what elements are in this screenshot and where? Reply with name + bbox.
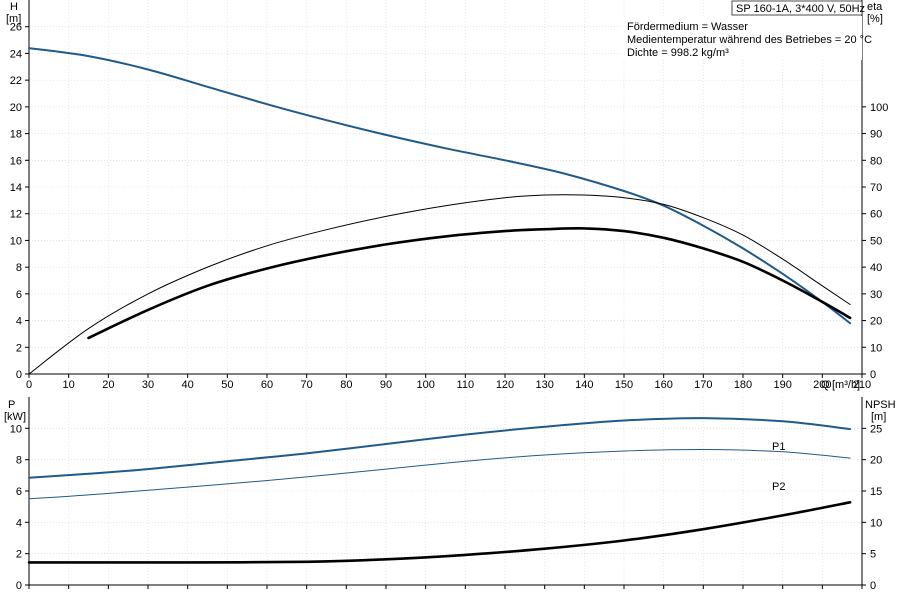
top-x-tick-label: 10 [63, 379, 75, 391]
top-right-tick-label: 60 [870, 209, 882, 221]
top-x-tick-label: 140 [575, 379, 593, 391]
top-left-tick-label: 6 [16, 289, 22, 301]
bottom-left-tick-label: 6 [16, 486, 22, 498]
top-left-tick-label: 4 [16, 316, 22, 328]
eta-axis-unit: [%] [867, 13, 883, 25]
top-x-tick-label: 210 [853, 379, 871, 391]
top-x-tick-label: 20 [102, 379, 114, 391]
chart-title: SP 160-1A, 3*400 V, 50Hz [736, 3, 865, 15]
npsh-axis-unit: [m] [871, 411, 886, 423]
top-x-tick-label: 90 [380, 379, 392, 391]
top-x-tick-label: 120 [496, 379, 514, 391]
top-panel-ticks: 0246810121416182022242601020304050607080… [10, 22, 889, 391]
top-left-tick-label: 16 [10, 155, 22, 167]
top-right-tick-label: 20 [870, 316, 882, 328]
top-left-tick-label: 20 [10, 102, 22, 114]
top-x-tick-label: 160 [654, 379, 672, 391]
top-right-tick-label: 90 [870, 129, 882, 141]
top-panel-series [28, 47, 852, 375]
top-x-tick-label: 180 [734, 379, 752, 391]
info-temperature: Medientemperatur während des Betriebes =… [627, 34, 872, 46]
top-x-tick-label: 190 [773, 379, 791, 391]
title-box [731, 0, 863, 16]
top-left-tick-label: 26 [10, 22, 22, 34]
top-right-tick-label: 40 [870, 262, 882, 274]
bottom-right-tick-label: 15 [870, 486, 882, 498]
top-left-tick-label: 24 [10, 48, 22, 60]
bottom-panel-ticks: 0 2 4 6 8 10 0 5 10 15 20 25 [10, 423, 883, 592]
flow-axis-label: Q [821, 379, 830, 391]
info-medium: Fördermedium = Wasser [627, 21, 748, 33]
top-right-tick-label: 30 [870, 289, 882, 301]
eta-axis-label: eta [867, 1, 883, 13]
series-label-p1: P1 [772, 441, 785, 453]
top-right-tick-label: 50 [870, 235, 882, 247]
top-series-line-3 [87, 227, 852, 340]
top-x-tick-label: 150 [615, 379, 633, 391]
bottom-right-tick-label: 5 [870, 549, 876, 561]
top-right-tick-label: 0 [870, 369, 876, 381]
bottom-left-tick-label: 2 [16, 549, 22, 561]
top-x-tick-label: 80 [340, 379, 352, 391]
top-x-tick-label: 70 [301, 379, 313, 391]
top-x-tick-label: 170 [694, 379, 712, 391]
bottom-series-line-2 [28, 448, 851, 500]
top-right-tick-label: 80 [870, 155, 882, 167]
top-left-tick-label: 2 [16, 342, 22, 354]
top-left-tick-label: 22 [10, 75, 22, 87]
top-x-tick-label: 0 [26, 379, 32, 391]
top-left-tick-label: 12 [10, 209, 22, 221]
bottom-series-line-1 [28, 417, 852, 479]
top-x-tick-label: 200 [813, 379, 831, 391]
npsh-axis-label: NPSH [865, 399, 896, 411]
top-right-tick-label: 100 [870, 102, 888, 114]
top-panel-grid [28, 0, 863, 375]
top-left-tick-label: 18 [10, 129, 22, 141]
top-x-tick-label: 110 [457, 379, 475, 391]
bottom-right-tick-label: 0 [870, 580, 876, 592]
bottom-series-line-3 [27, 501, 852, 564]
top-series-line-2 [28, 194, 851, 375]
power-axis-unit: [kW] [4, 411, 26, 423]
top-series-line-1 [28, 47, 852, 325]
bottom-left-tick-label: 0 [16, 580, 22, 592]
top-left-tick-label: 14 [10, 182, 22, 194]
flow-axis-unit: [m³/h] [832, 379, 860, 391]
series-label-p2: P2 [772, 481, 785, 493]
bottom-right-tick-label: 25 [870, 423, 882, 435]
top-x-tick-label: 130 [535, 379, 553, 391]
bottom-panel-series [27, 417, 852, 564]
bottom-right-tick-label: 10 [870, 517, 882, 529]
top-right-tick-label: 10 [870, 342, 882, 354]
bottom-left-tick-label: 10 [10, 423, 22, 435]
top-left-tick-label: 8 [16, 262, 22, 274]
top-x-tick-label: 40 [182, 379, 194, 391]
info-box [623, 16, 862, 60]
bottom-left-tick-label: 8 [16, 455, 22, 467]
power-axis-label: P [8, 399, 15, 411]
top-left-tick-label: 0 [16, 369, 22, 381]
head-axis-unit: [m] [6, 13, 21, 25]
head-axis-label: H [10, 1, 18, 13]
top-x-tick-label: 50 [221, 379, 233, 391]
bottom-right-tick-label: 20 [870, 455, 882, 467]
top-x-tick-label: 30 [142, 379, 154, 391]
top-x-tick-label: 60 [261, 379, 273, 391]
info-density: Dichte = 998.2 kg/m³ [627, 47, 729, 59]
bottom-left-tick-label: 4 [16, 517, 22, 529]
top-right-tick-label: 70 [870, 182, 882, 194]
top-left-tick-label: 10 [10, 235, 22, 247]
top-x-tick-label: 100 [416, 379, 434, 391]
